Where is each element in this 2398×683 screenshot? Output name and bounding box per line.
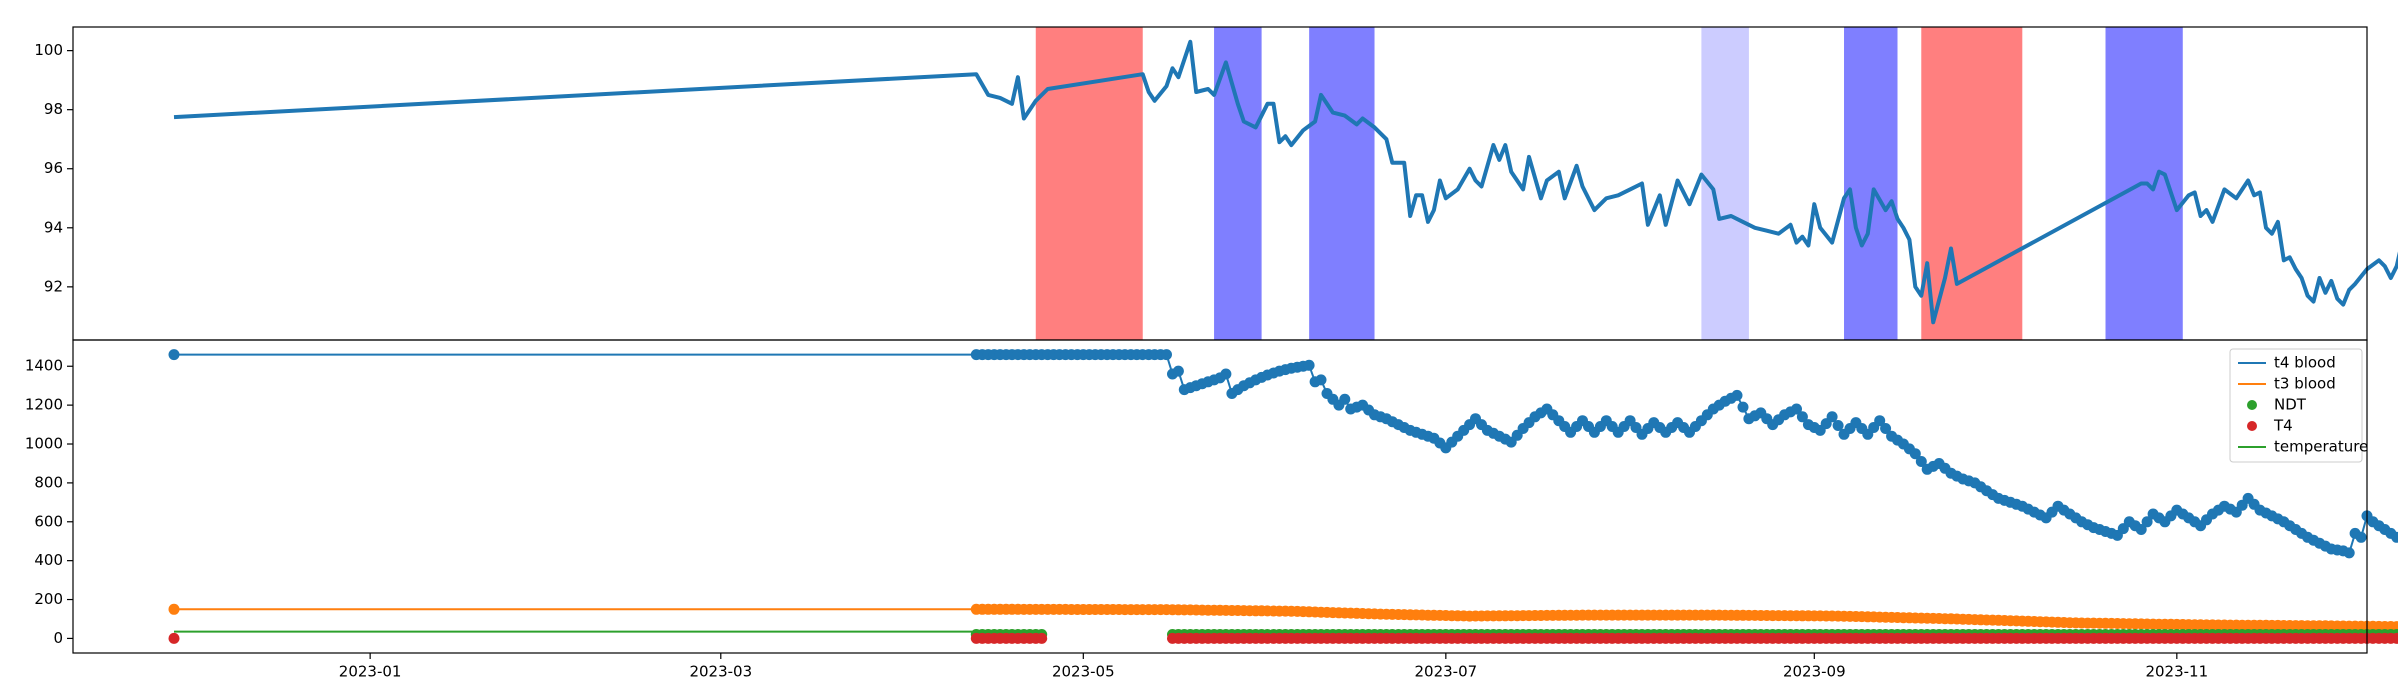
legend-swatch — [2247, 400, 2257, 410]
t4-blood-point — [2355, 531, 2367, 543]
x-tick-label: 2023-01 — [339, 663, 402, 681]
top-y-tick-label: 98 — [44, 100, 63, 118]
bottom-y-tick-label: 400 — [34, 551, 63, 569]
top-y-tick-label: 96 — [44, 159, 63, 177]
highlight-span — [1035, 27, 1143, 340]
bottom-y-tick-label: 1400 — [25, 357, 63, 375]
top-y-tick-label: 100 — [34, 41, 63, 59]
t4-blood-point — [1880, 423, 1892, 434]
bottom-axes-frame — [72, 339, 2368, 654]
t4-blood-point — [1796, 411, 1808, 423]
t4-blood-point — [1874, 415, 1886, 427]
legend: t4 blood t3 blood NDT T4 temperature — [2229, 348, 2368, 463]
top-series-line — [173, 39, 2398, 325]
t4-blood-point — [1315, 374, 1327, 386]
legend-label: temperature — [2274, 438, 2368, 456]
t4-blood-point — [1826, 411, 1838, 423]
legend-label: T4 — [2273, 417, 2293, 435]
t4-blood-point — [2135, 524, 2147, 535]
t3-blood-point — [168, 603, 180, 615]
x-tick-label: 2023-05 — [1052, 663, 1115, 681]
legend-swatch — [2247, 421, 2257, 431]
t4-blood-point — [1832, 420, 1844, 431]
t4-blood-point — [168, 349, 180, 361]
highlight-span — [1309, 27, 1375, 340]
axes-ticks: 9294969810002004006008001000120014002023… — [25, 41, 2208, 680]
t4-blood-point — [1915, 456, 1927, 467]
t4-blood-point — [1161, 349, 1172, 361]
top-y-tick-label: 92 — [44, 277, 63, 295]
T4-point — [1036, 632, 1048, 644]
highlight-span — [1844, 27, 1898, 340]
bottom-y-tick-label: 800 — [34, 473, 63, 491]
t4-blood-point — [1731, 389, 1743, 401]
bottom-series-group — [168, 349, 2398, 644]
highlight-span — [1214, 27, 1262, 340]
top-line-series — [173, 39, 2398, 325]
t4-blood-point — [1737, 401, 1749, 413]
T4-point — [2391, 632, 2398, 644]
x-tick-label: 2023-07 — [1414, 663, 1477, 681]
t4-blood-point — [2391, 531, 2398, 543]
t4-blood-point — [2141, 516, 2153, 528]
top-highlight-spans — [1035, 27, 2183, 340]
legend-label: NDT — [2274, 396, 2307, 414]
highlight-span — [1921, 27, 2023, 340]
x-tick-label: 2023-11 — [2145, 663, 2208, 681]
t4-blood-point — [1303, 359, 1315, 371]
legend-label: t4 blood — [2274, 354, 2336, 372]
t4-blood-point — [1339, 393, 1351, 405]
x-tick-label: 2023-09 — [1783, 663, 1846, 681]
bottom-y-tick-label: 0 — [53, 629, 63, 647]
T4-point — [168, 632, 180, 644]
legend-frame — [2229, 348, 2363, 463]
t4-blood-line — [174, 353, 2398, 554]
t4-blood-point — [1909, 448, 1921, 460]
t4-blood-point — [2343, 547, 2355, 559]
legend-label: t3 blood — [2274, 375, 2336, 393]
t4-blood-point — [1220, 368, 1232, 380]
t4-blood-point — [1172, 365, 1184, 377]
t4-blood-point — [1791, 403, 1802, 415]
top-y-tick-label: 94 — [44, 218, 63, 236]
bottom-y-tick-label: 1200 — [25, 396, 63, 414]
bottom-y-tick-label: 1000 — [25, 435, 63, 453]
x-tick-label: 2023-03 — [689, 663, 752, 681]
bottom-y-tick-label: 200 — [34, 590, 63, 608]
bottom-y-tick-label: 600 — [34, 512, 63, 530]
